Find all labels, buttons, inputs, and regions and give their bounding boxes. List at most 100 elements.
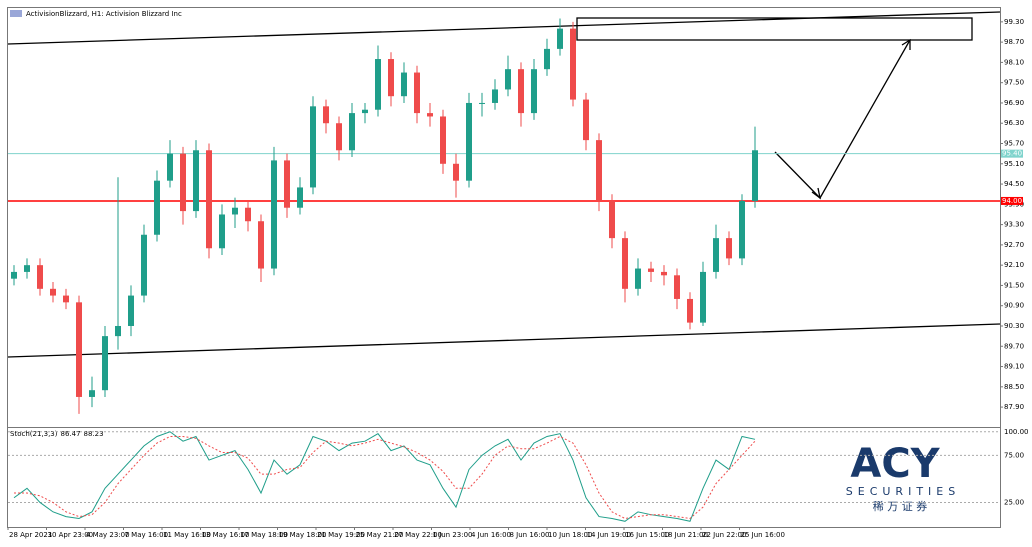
y-tick-label: 93.30 [1004, 221, 1024, 229]
x-tick-label: 22 Jun 22:00 [702, 531, 746, 539]
x-tick-label: 25 May 21:00 [356, 531, 404, 539]
candle-body [245, 207, 251, 222]
candle-body [622, 238, 628, 289]
candle-body [167, 153, 173, 181]
candle-body [206, 150, 212, 249]
y-tick-label: 94.50 [1004, 180, 1024, 188]
candle-body [557, 28, 563, 49]
y-tick-label: 95.10 [1004, 160, 1024, 168]
arrow-head [811, 187, 821, 200]
candle-body [128, 295, 134, 326]
stoch-line [13, 431, 756, 522]
candle-body [583, 99, 589, 141]
candle-body [50, 288, 56, 296]
x-tick-label: 4 Jun 16:00 [471, 531, 511, 539]
candle-body [232, 207, 238, 215]
drawings [7, 11, 1001, 358]
symbol-icon [10, 10, 22, 17]
y-tick-label: 98.10 [1004, 58, 1024, 66]
candle-body [492, 89, 498, 103]
candle-body [115, 325, 121, 337]
candle-body [479, 102, 485, 104]
candle-body [635, 268, 641, 289]
candle-body [687, 298, 693, 323]
level-label: 95.40 [1002, 150, 1022, 158]
x-tick-label: 7 May 16:00 [125, 531, 169, 539]
candle-body [596, 140, 602, 201]
stoch-line [14, 435, 756, 519]
x-tick-label: 19 May 18:00 [279, 531, 327, 539]
y-tick-label: 90.30 [1004, 322, 1024, 330]
candle-body [453, 163, 459, 181]
indicator-label: Stoch(21,3,3) 86.47 88.23 [10, 430, 104, 438]
y-tick-label: 87.90 [1004, 403, 1024, 411]
forecast-path [774, 39, 911, 200]
candle-body [427, 113, 433, 117]
candle-body [713, 238, 719, 272]
candle-body [739, 200, 745, 259]
y-tick-label: 90.90 [1004, 302, 1024, 310]
candle-body [11, 271, 17, 279]
candle-body [102, 336, 108, 391]
stoch-tick-label: 25.00 [1004, 498, 1024, 506]
candle-body [375, 59, 381, 110]
x-tick-label: 25 Jun 16:00 [741, 531, 785, 539]
logo: ACY SECURITIES 稀 万 证 券 [846, 441, 960, 513]
x-tick-label: 4 May 23:00 [86, 531, 130, 539]
y-tick-label: 95.70 [1004, 140, 1024, 148]
candle-body [466, 102, 472, 181]
x-tick-label: 28 Apr 2021 [9, 531, 52, 539]
candle-body [37, 265, 43, 289]
y-tick-label: 89.10 [1004, 363, 1024, 371]
candle-body [440, 116, 446, 164]
x-tick-label: 13 May 16:00 [202, 531, 250, 539]
x-tick-label: 27 May 22:00 [394, 531, 442, 539]
candle-body [609, 200, 615, 239]
y-tick-label: 99.30 [1004, 18, 1024, 26]
arrow-head [901, 38, 911, 50]
y-tick-label: 97.50 [1004, 79, 1024, 87]
candle-body [726, 238, 732, 259]
x-tick-label: 10 Jun 18:00 [548, 531, 592, 539]
candle-body [349, 113, 355, 151]
candle-body [648, 268, 654, 272]
x-tick-label: 1 Jun 23:00 [433, 531, 473, 539]
candle-body [24, 265, 30, 272]
candle-body [271, 160, 277, 269]
candle-body [154, 180, 160, 235]
candle-body [323, 106, 329, 124]
logo-line2: 稀 万 证 券 [873, 499, 928, 513]
candle-body [258, 221, 264, 269]
x-tick-label: 8 Jun 16:00 [510, 531, 550, 539]
logo-line1: SECURITIES [846, 485, 960, 498]
candle-body [388, 59, 394, 97]
y-tick-label: 89.70 [1004, 342, 1024, 350]
candle-body [544, 48, 550, 70]
indicator-k_last: 86.47 [60, 430, 80, 438]
logo-brand: ACY [850, 441, 940, 487]
stoch-tick-label: 75.00 [1004, 451, 1024, 459]
x-tick-label: 14 Jun 19:00 [587, 531, 631, 539]
candle-body [310, 106, 316, 188]
trendline-lower [7, 323, 1001, 358]
trendline-upper [7, 11, 1001, 45]
target-box [576, 17, 973, 41]
chart-title: ActivisionBlizzard, H1: Activision Blizz… [26, 10, 182, 18]
y-tick-label: 96.30 [1004, 119, 1024, 127]
indicator-d_last: 88.23 [84, 430, 104, 438]
y-tick-label: 88.50 [1004, 383, 1024, 391]
candle-body [570, 28, 576, 100]
candle-body [531, 69, 537, 114]
y-tick-label: 98.70 [1004, 38, 1024, 46]
indicator-name: Stoch(21,3,3) [10, 430, 58, 438]
y-tick-label: 91.50 [1004, 281, 1024, 289]
candle-body [752, 150, 758, 201]
x-tick-label: 21 May 19:00 [317, 531, 365, 539]
candle-body [284, 160, 290, 208]
x-tick-label: 18 Jun 21:00 [664, 531, 708, 539]
candle-body [193, 150, 199, 212]
y-tick-label: 92.10 [1004, 261, 1024, 269]
candle-body [76, 302, 82, 397]
candle-body [180, 153, 186, 212]
